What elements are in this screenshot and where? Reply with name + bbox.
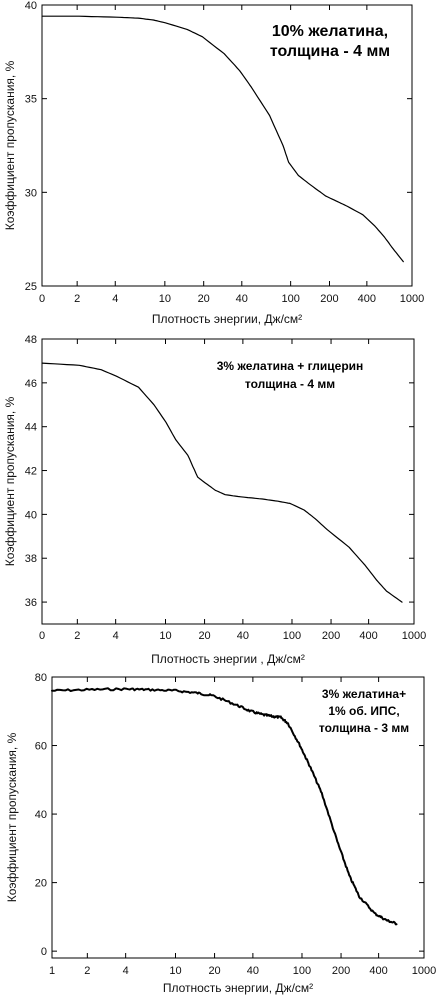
chart-3-x-tick-label: 10 — [169, 965, 181, 977]
chart-2-y-tick-label: 44 — [25, 422, 37, 434]
chart-3-frame — [51, 676, 425, 959]
chart-1-y-tick-label: 30 — [25, 187, 37, 199]
chart-1-annotation-line: 10% желатина, — [272, 23, 388, 40]
chart-2-annotation-line: 3% желатина + глицерин — [217, 359, 364, 373]
chart-3-annotation-line: 3% желатина+ — [322, 687, 406, 701]
chart-3-x-tick-label: 2 — [84, 965, 90, 977]
chart-3-x-tick-label: 1 — [49, 965, 55, 977]
chart-2-x-tick-label: 1000 — [402, 630, 426, 642]
chart-2-x-tick-label: 10 — [159, 630, 171, 642]
chart-2-series-line — [41, 362, 403, 603]
chart-2-annotation-line: толщина - 4 мм — [245, 377, 335, 391]
chart-2-x-tick-label: 0 — [39, 630, 45, 642]
chart-3-y-axis-label: Коэффициент пропускания, % — [5, 732, 19, 902]
chart-3-y-tick-label: 20 — [35, 878, 47, 890]
chart-1-frame — [41, 4, 413, 287]
chart-2-x-axis-label: Плотность энергии , Дж/см² — [151, 652, 305, 666]
chart-2-y-axis-label: Коэффициент пропускания, % — [3, 396, 17, 566]
chart-1-x-tick-label: 400 — [358, 293, 376, 305]
chart-3-x-tick-label: 4 — [123, 965, 129, 977]
chart-2-x-tick-label: 40 — [237, 630, 249, 642]
chart-1-x-tick-label: 10 — [159, 293, 171, 305]
chart-1-series-line — [41, 15, 404, 263]
chart-3-series-line — [51, 687, 398, 926]
chart-1-x-axis-label: Плотность энергии, Дж/см² — [152, 312, 302, 326]
chart-3-x-tick-label: 400 — [369, 965, 387, 977]
chart-1-x-tick-label: 100 — [281, 293, 299, 305]
chart-2-y-tick-label: 36 — [25, 597, 37, 609]
chart-2-x-tick-label: 2 — [74, 630, 80, 642]
chart-3-x-tick-label: 1000 — [412, 965, 436, 977]
chart-1-x-tick-label: 40 — [236, 293, 248, 305]
chart-2-x-tick-label: 400 — [359, 630, 377, 642]
chart-3-annotation-line: толщина - 3 мм — [319, 721, 409, 735]
chart-1-y-tick-label: 40 — [25, 0, 37, 12]
chart-3-x-tick-label: 40 — [247, 965, 259, 977]
chart-2-x-tick-label: 20 — [198, 630, 210, 642]
chart-1-x-tick-label: 20 — [198, 293, 210, 305]
chart-1-x-tick-label: 2 — [74, 293, 80, 305]
chart-3-y-tick-label: 80 — [35, 672, 47, 684]
chart-1-y-tick-label: 25 — [25, 281, 37, 293]
chart-3-x-tick-label: 200 — [332, 965, 350, 977]
chart-2-y-tick-label: 46 — [25, 378, 37, 390]
chart-3-y-tick-label: 0 — [41, 946, 47, 958]
chart-2-frame — [41, 338, 415, 625]
chart-2-y-tick-label: 40 — [25, 509, 37, 521]
chart-1-y-axis-label: Коэффициент пропускания, % — [3, 60, 17, 230]
chart-1-x-tick-label: 4 — [112, 293, 118, 305]
chart-1-x-tick-label: 1000 — [400, 293, 424, 305]
chart-3-x-tick-label: 100 — [293, 965, 311, 977]
chart-1-x-tick-label: 0 — [39, 293, 45, 305]
chart-3-annotation-line: 1% об. ИПС, — [328, 704, 399, 718]
chart-1-y-tick-label: 35 — [25, 94, 37, 106]
chart-2-y-tick-label: 38 — [25, 553, 37, 565]
chart-3-x-axis-label: Плотность энергии, Дж/см² — [163, 981, 313, 995]
chart-1-x-tick-label: 200 — [320, 293, 338, 305]
chart-2-y-tick-label: 48 — [25, 334, 37, 346]
chart-2-y-tick-label: 42 — [25, 466, 37, 478]
chart-2-x-tick-label: 4 — [113, 630, 119, 642]
chart-1-annotation-line: толщина - 4 мм — [270, 43, 390, 60]
chart-2-x-tick-label: 100 — [283, 630, 301, 642]
chart-3-y-tick-label: 40 — [35, 809, 47, 821]
chart-3-x-tick-label: 20 — [208, 965, 220, 977]
chart-2-x-tick-label: 200 — [322, 630, 340, 642]
chart-3-y-tick-label: 60 — [35, 741, 47, 753]
